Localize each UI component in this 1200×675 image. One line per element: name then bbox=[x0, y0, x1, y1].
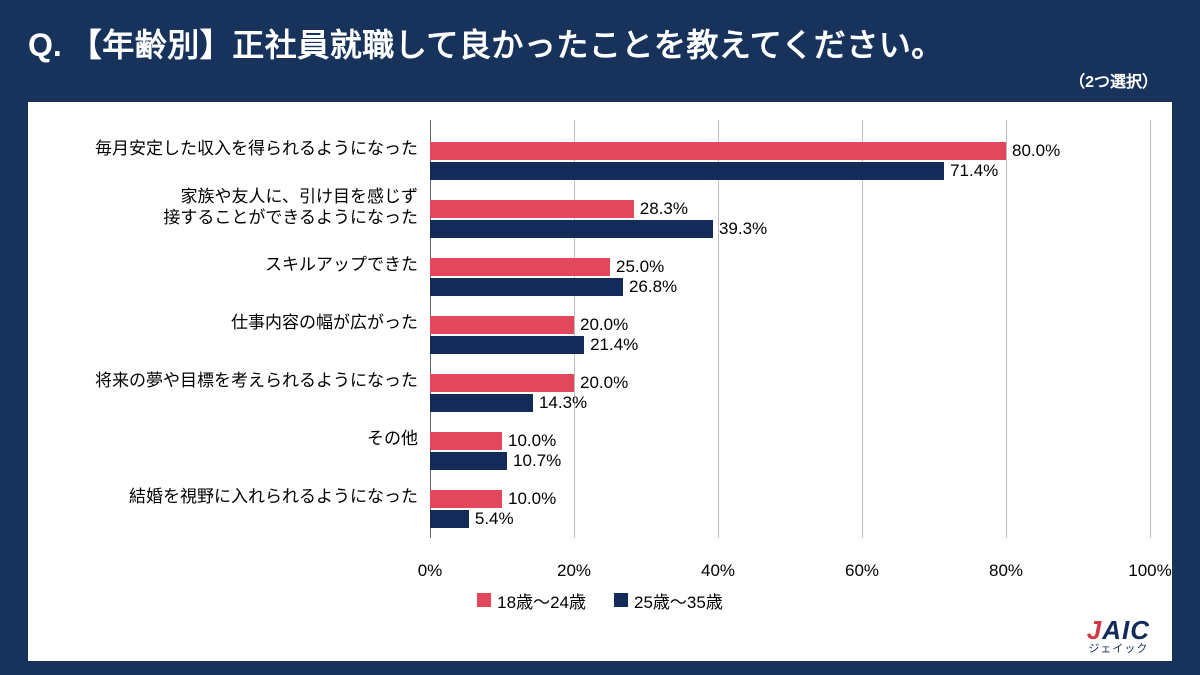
bar-value-label: 21.4% bbox=[590, 335, 638, 355]
legend-label: 25歳～35歳 bbox=[634, 588, 723, 613]
bar bbox=[430, 394, 533, 412]
bar-row: 20.0%14.3% bbox=[430, 364, 1150, 422]
x-axis-tick: 20% bbox=[557, 561, 591, 581]
bar bbox=[430, 490, 502, 508]
legend-item: 18歳～24歳 bbox=[477, 588, 586, 613]
category-label: 毎月安定した収入を得られるようになった bbox=[50, 120, 430, 178]
x-axis-row: 0%20%40%60%80%100% bbox=[50, 559, 1150, 587]
bar bbox=[430, 162, 944, 180]
logo-subtitle: ジェイック bbox=[1088, 644, 1148, 655]
bar bbox=[430, 220, 713, 238]
x-axis-tick: 40% bbox=[701, 561, 735, 581]
title-row: Q. 【年齢別】正社員就職して良かったことを教えてください。 bbox=[28, 20, 1172, 66]
bar-value-label: 28.3% bbox=[640, 199, 688, 219]
bar-row: 80.0% 71.4% bbox=[430, 132, 1150, 190]
bar-value-label: 39.3% bbox=[719, 219, 767, 239]
logo-letter-j: J bbox=[1087, 615, 1102, 645]
logo-row: JAIC ジェイック bbox=[50, 613, 1150, 655]
bar-value-label: 25.0% bbox=[616, 257, 664, 277]
legend-label: 18歳～24歳 bbox=[497, 588, 586, 613]
bar-value-label: 10.0% bbox=[508, 489, 556, 509]
plot-area: 80.0%71.4%28.3%39.3%25.0%26.8%20.0%21.4%… bbox=[430, 120, 1150, 538]
x-axis-tick: 0% bbox=[418, 561, 443, 581]
bar-row: 25.0%26.8% bbox=[430, 248, 1150, 306]
legend: 18歳～24歳 25歳～35歳 bbox=[50, 587, 1150, 613]
bar-value-label: 10.7% bbox=[513, 451, 561, 471]
bar bbox=[430, 336, 584, 354]
bar-value-label: 5.4% bbox=[475, 509, 514, 529]
category-label: 仕事内容の幅が広がった bbox=[50, 294, 430, 352]
bar bbox=[430, 200, 634, 218]
legend-item: 25歳～35歳 bbox=[614, 588, 723, 613]
bar bbox=[430, 452, 507, 470]
bar bbox=[430, 432, 502, 450]
legend-swatch bbox=[614, 593, 628, 607]
x-axis-tick: 80% bbox=[989, 561, 1023, 581]
bar bbox=[430, 258, 610, 276]
bar bbox=[430, 278, 623, 296]
bar-value-label: 10.0% bbox=[508, 431, 556, 451]
bar-value-label: 20.0% bbox=[580, 315, 628, 335]
bar-value-label: 80.0% bbox=[1012, 141, 1060, 161]
bar-value-label: 20.0% bbox=[580, 373, 628, 393]
bar-value-label: 71.4% bbox=[950, 161, 998, 181]
title-main: 【年齢別】正社員就職して良かったことを教えてください。 bbox=[70, 20, 944, 66]
bar-row: 10.0%10.7% bbox=[430, 422, 1150, 480]
x-axis-tick: 100% bbox=[1128, 561, 1171, 581]
bar-row: 28.3% 39.3% bbox=[430, 190, 1150, 248]
bar bbox=[430, 374, 574, 392]
slide: Q. 【年齢別】正社員就職して良かったことを教えてください。 （2つ選択） 毎月… bbox=[0, 0, 1200, 675]
jaic-logo: JAIC ジェイック bbox=[1087, 617, 1150, 655]
bar-row: 10.0%5.4% bbox=[430, 480, 1150, 538]
chart-panel: 毎月安定した収入を得られるようになった家族や友人に、引け目を感じず接することがで… bbox=[28, 102, 1172, 661]
bar-value-label: 14.3% bbox=[539, 393, 587, 413]
category-label: その他 bbox=[50, 410, 430, 468]
category-labels-col: 毎月安定した収入を得られるようになった家族や友人に、引け目を感じず接することがで… bbox=[50, 120, 430, 538]
category-label: 家族や友人に、引け目を感じず接することができるようになった bbox=[50, 178, 430, 236]
chart-body: 毎月安定した収入を得られるようになった家族や友人に、引け目を感じず接することがで… bbox=[50, 120, 1150, 559]
x-axis-tick: 60% bbox=[845, 561, 879, 581]
bar-row: 20.0%21.4% bbox=[430, 306, 1150, 364]
bar bbox=[430, 142, 1006, 160]
bar-value-label: 26.8% bbox=[629, 277, 677, 297]
bar bbox=[430, 316, 574, 334]
category-label: スキルアップできた bbox=[50, 236, 430, 294]
category-label: 将来の夢や目標を考えられるようになった bbox=[50, 352, 430, 410]
gridline bbox=[1150, 120, 1151, 538]
title-sub: （2つ選択） bbox=[28, 68, 1158, 92]
x-axis-labels: 0%20%40%60%80%100% bbox=[430, 559, 1150, 587]
category-label: 結婚を視野に入れられるようになった bbox=[50, 468, 430, 526]
logo-letters-aic: AIC bbox=[1102, 615, 1150, 645]
bar bbox=[430, 510, 469, 528]
legend-swatch bbox=[477, 593, 491, 607]
title-prefix: Q. bbox=[28, 27, 62, 64]
